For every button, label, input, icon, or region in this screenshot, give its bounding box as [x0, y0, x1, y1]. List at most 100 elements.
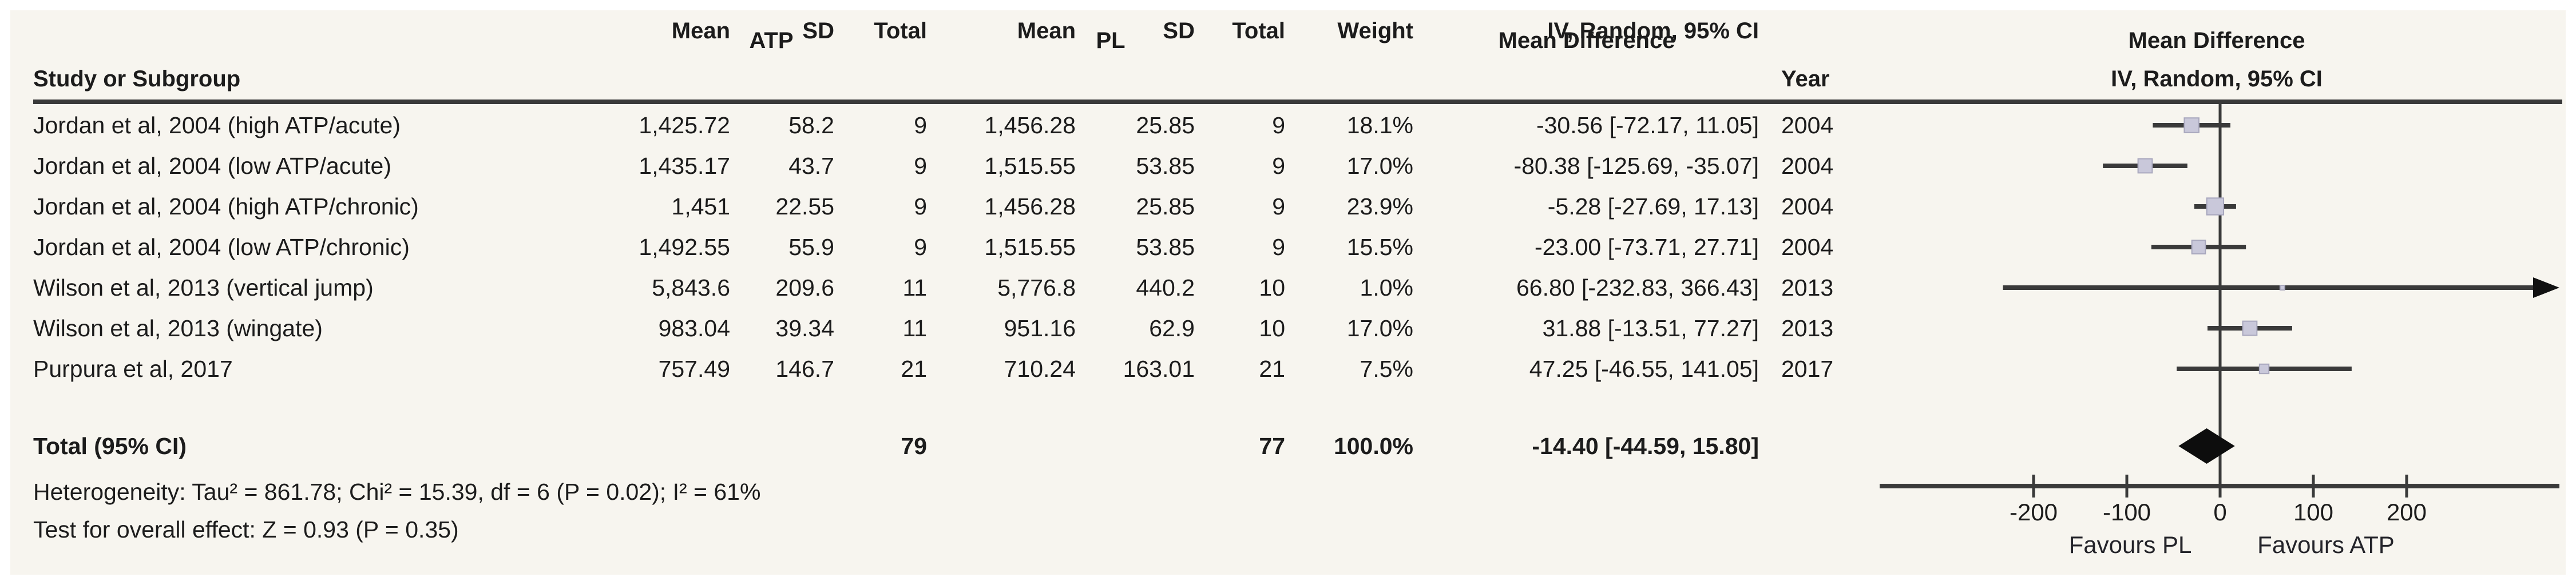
column-header-pl-mean: Mean	[1017, 18, 1076, 43]
favours-left-label: Favours PL	[2068, 531, 2192, 558]
cell-weight: 23.9%	[1346, 193, 1413, 220]
cell-pl-sd: 25.85	[1136, 193, 1195, 220]
cell-weight: 1.0%	[1360, 274, 1413, 301]
cell-pl-sd: 62.9	[1149, 315, 1195, 341]
cell-ci: -23.00 [-73.71, 27.71]	[1534, 234, 1759, 260]
cell-weight: 15.5%	[1346, 234, 1413, 260]
axis-tick-label: -100	[2102, 499, 2151, 526]
cell-pl-mean: 951.16	[1004, 315, 1076, 341]
cell-study: Jordan et al, 2004 (low ATP/acute)	[33, 153, 391, 179]
group-header-atp: ATP	[749, 28, 794, 53]
cell-weight: 7.5%	[1360, 356, 1413, 382]
cell-weight: 17.0%	[1346, 153, 1413, 179]
cell-pl-mean: 1,515.55	[984, 153, 1076, 179]
cell-ci: -5.28 [-27.69, 17.13]	[1547, 193, 1759, 220]
total-ci: -14.40 [-44.59, 15.80]	[1532, 433, 1759, 459]
cell-study: Jordan et al, 2004 (low ATP/chronic)	[33, 234, 410, 260]
column-header-weight: Weight	[1337, 18, 1413, 43]
cell-atp-total: 9	[914, 234, 927, 260]
table-row: Purpura et al, 2017 757.49 146.7 21 710.…	[10, 348, 2566, 389]
cell-atp-sd: 146.7	[775, 356, 834, 382]
column-header-pl-total: Total	[1232, 18, 1285, 43]
cell-atp-total: 9	[914, 193, 927, 220]
cell-atp-total: 11	[902, 315, 927, 341]
axis-tick-label: 0	[2213, 499, 2227, 526]
cell-pl-total: 9	[1272, 193, 1285, 220]
cell-atp-mean: 1,492.55	[639, 234, 730, 260]
cell-year: 2017	[1781, 356, 1834, 382]
plot-header-line1: Mean Difference	[2128, 28, 2305, 53]
cell-study: Wilson et al, 2013 (vertical jump)	[33, 274, 374, 301]
cell-ci: -30.56 [-72.17, 11.05]	[1536, 112, 1759, 138]
axis-tick-label: -200	[2009, 499, 2058, 526]
cell-year: 2004	[1781, 153, 1834, 179]
total-label: Total (95% CI)	[33, 433, 187, 459]
total-pl-n: 77	[1259, 433, 1285, 459]
cell-study: Jordan et al, 2004 (high ATP/acute)	[33, 112, 401, 138]
cell-ci: 31.88 [-13.51, 77.27]	[1542, 315, 1759, 341]
total-weight: 100.0%	[1333, 433, 1413, 459]
cell-pl-mean: 1,515.55	[984, 234, 1076, 260]
cell-ci: 66.80 [-232.83, 366.43]	[1516, 274, 1759, 301]
group-header-pl: PL	[1096, 28, 1125, 53]
cell-study: Purpura et al, 2017	[33, 356, 233, 382]
cell-ci: 47.25 [-46.55, 141.05]	[1529, 356, 1759, 382]
total-atp-n: 79	[901, 433, 927, 459]
table-row: Jordan et al, 2004 (low ATP/acute) 1,435…	[10, 145, 2566, 186]
cell-study: Wilson et al, 2013 (wingate)	[33, 315, 323, 341]
cell-study: Jordan et al, 2004 (high ATP/chronic)	[33, 193, 419, 220]
cell-pl-total: 10	[1259, 274, 1285, 301]
favours-right-label: Favours ATP	[2257, 531, 2395, 558]
heterogeneity-text: Heterogeneity: Tau² = 861.78; Chi² = 15.…	[33, 479, 761, 505]
cell-year: 2004	[1781, 234, 1834, 260]
cell-pl-sd: 53.85	[1136, 153, 1195, 179]
cell-ci: -80.38 [-125.69, -35.07]	[1513, 153, 1759, 179]
axis-tick-label: 200	[2386, 499, 2427, 526]
cell-atp-sd: 209.6	[775, 274, 834, 301]
column-header-effect-ci: IV, Random, 95% CI	[1547, 18, 1759, 43]
cell-year: 2004	[1781, 193, 1834, 220]
cell-pl-total: 9	[1272, 112, 1285, 138]
cell-pl-sd: 53.85	[1136, 234, 1195, 260]
cell-weight: 18.1%	[1346, 112, 1413, 138]
axis-tick-label: 100	[2293, 499, 2334, 526]
plot-header-line2: IV, Random, 95% CI	[2111, 66, 2323, 91]
table-row: Jordan et al, 2004 (high ATP/acute) 1,42…	[10, 105, 2566, 146]
column-header-study: Study or Subgroup	[33, 66, 241, 91]
table-row: Wilson et al, 2013 (wingate) 983.04 39.3…	[10, 308, 2566, 349]
column-header-atp-mean: Mean	[671, 18, 730, 43]
cell-pl-mean: 5,776.8	[997, 274, 1076, 301]
table-row: Jordan et al, 2004 (low ATP/chronic) 1,4…	[10, 226, 2566, 268]
column-header-pl-sd: SD	[1163, 18, 1195, 43]
column-header-year: Year	[1781, 66, 1830, 91]
table-row: Jordan et al, 2004 (high ATP/chronic) 1,…	[10, 186, 2566, 227]
cell-year: 2013	[1781, 315, 1834, 341]
cell-pl-total: 9	[1272, 153, 1285, 179]
cell-pl-mean: 1,456.28	[984, 112, 1076, 138]
cell-pl-sd: 440.2	[1136, 274, 1195, 301]
cell-atp-sd: 58.2	[788, 112, 834, 138]
cell-atp-total: 21	[901, 356, 927, 382]
cell-pl-sd: 163.01	[1123, 356, 1195, 382]
cell-pl-mean: 710.24	[1004, 356, 1076, 382]
cell-pl-total: 10	[1259, 315, 1285, 341]
table-row: Wilson et al, 2013 (vertical jump) 5,843…	[10, 267, 2566, 308]
cell-atp-mean: 1,425.72	[639, 112, 730, 138]
cell-atp-total: 11	[902, 274, 927, 301]
cell-atp-total: 9	[914, 153, 927, 179]
cell-atp-mean: 5,843.6	[652, 274, 730, 301]
cell-atp-sd: 22.55	[775, 193, 834, 220]
total-row: Total (95% CI) 79 77 100.0% -14.40 [-44.…	[10, 425, 2566, 467]
column-header-atp-total: Total	[874, 18, 927, 43]
effect-header-line1: Mean Difference	[1498, 28, 1675, 53]
cell-pl-mean: 1,456.28	[984, 193, 1076, 220]
cell-atp-sd: 39.34	[775, 315, 834, 341]
cell-year: 2013	[1781, 274, 1834, 301]
cell-atp-mean: 1,451	[671, 193, 730, 220]
cell-atp-total: 9	[914, 112, 927, 138]
cell-atp-sd: 55.9	[788, 234, 834, 260]
cell-pl-sd: 25.85	[1136, 112, 1195, 138]
cell-pl-total: 9	[1272, 234, 1285, 260]
cell-pl-total: 21	[1259, 356, 1285, 382]
